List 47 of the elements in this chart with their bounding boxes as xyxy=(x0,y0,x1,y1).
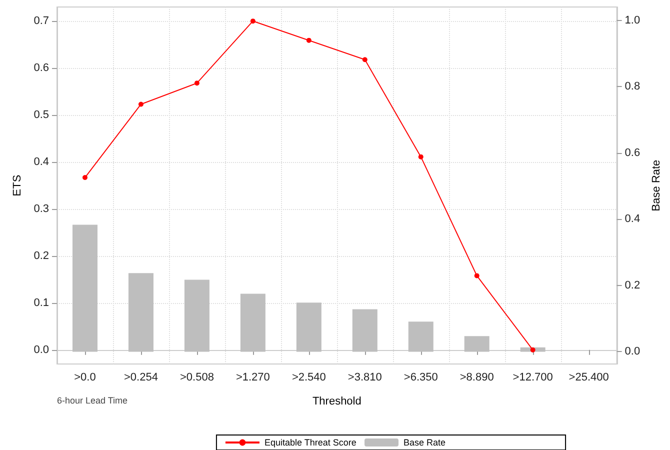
y-tick-label: 0.2 xyxy=(34,250,49,262)
bar xyxy=(352,309,378,352)
y-tick-label: 0.3 xyxy=(34,202,49,215)
y-tick-label: 0.1 xyxy=(34,296,49,309)
bar xyxy=(296,302,322,352)
bar xyxy=(72,224,98,352)
y-tick-label: 0.7 xyxy=(34,15,49,28)
point xyxy=(194,80,200,86)
x-tick-label: >25.400 xyxy=(568,372,609,384)
point xyxy=(362,57,368,62)
point xyxy=(82,175,88,180)
y-axis-title: ETS xyxy=(11,174,24,196)
text: 6-hour Lead Time xyxy=(57,396,128,406)
y-tick-label: 0.0 xyxy=(34,344,49,356)
bar xyxy=(184,280,210,352)
y2-tick-label: 0.0 xyxy=(624,346,640,358)
y2-tick-label: 0.6 xyxy=(624,146,640,159)
bar xyxy=(240,294,266,352)
x-tick-label: >0.508 xyxy=(180,372,214,384)
x-tick-label: >3.810 xyxy=(348,372,382,384)
legend-label: Base Rate xyxy=(404,438,446,448)
legend-label: Equitable Threat Score xyxy=(264,438,356,448)
y2-tick-label: 0.8 xyxy=(624,80,640,93)
x-tick-label: >1.270 xyxy=(236,372,270,384)
bar xyxy=(408,322,434,352)
x-tick-label: >12.700 xyxy=(512,372,553,384)
y2-tick-label: 0.4 xyxy=(624,213,640,226)
x-tick-label: >0.254 xyxy=(124,372,158,384)
x-axis-title: Threshold xyxy=(312,396,362,408)
point xyxy=(418,154,424,160)
point xyxy=(306,38,312,43)
x-tick-label: >8.890 xyxy=(460,372,494,384)
point xyxy=(530,347,536,352)
y-tick-label: 0.5 xyxy=(34,109,49,122)
x-tick-label: >2.540 xyxy=(292,372,326,384)
y-tick-label: 0.4 xyxy=(34,156,49,168)
y-tick-label: 0.6 xyxy=(34,62,49,74)
point xyxy=(250,18,256,24)
y2-tick-label: 0.2 xyxy=(624,279,640,292)
point xyxy=(138,102,144,107)
x-tick-label: >0.0 xyxy=(74,372,96,384)
point xyxy=(474,273,480,278)
bar xyxy=(128,273,154,352)
y2-tick-label: 1.0 xyxy=(624,14,640,26)
bar xyxy=(464,336,490,352)
x-tick-label: >6.350 xyxy=(404,372,438,384)
y2-axis-title: Base Rate xyxy=(650,160,662,212)
